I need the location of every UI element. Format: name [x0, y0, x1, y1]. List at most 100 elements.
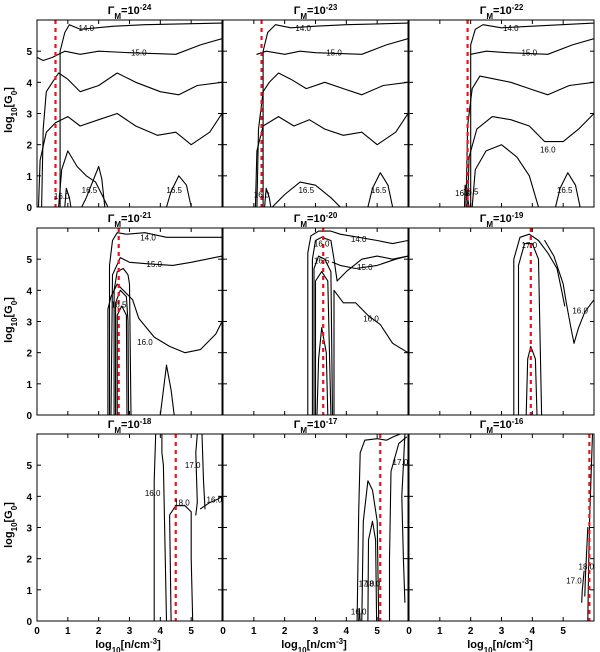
contour-line [201, 434, 206, 510]
x-tick-label: 5 [560, 626, 566, 637]
panel-title: ΓM=10-18 [108, 417, 152, 435]
contour-line [37, 38, 222, 62]
contour-line [401, 434, 406, 603]
contour-line [367, 172, 394, 207]
contour-line [195, 434, 198, 516]
y-tick-label: 3 [26, 110, 32, 121]
contour-line [356, 434, 401, 621]
contour-line [110, 255, 222, 415]
x-tick-label: 1 [437, 626, 443, 637]
contour-line [388, 436, 408, 621]
contour-level-label: 14.0 [140, 233, 156, 242]
contour-line [311, 236, 408, 415]
x-tick-label: 2 [282, 626, 288, 637]
panel-7: 16.0 17.0 18.0 16.0 0 1 2 3 4 5 0 1 2 3 4 5 ΓM=10-18 [26, 417, 223, 637]
x-tick-label: 1 [251, 626, 257, 637]
contour-line [465, 75, 594, 207]
x-tick-label: 2 [468, 626, 474, 637]
x-axis-label: log10[n/cm-3] [467, 637, 533, 652]
contour-level-label: 16.5 [314, 257, 330, 266]
contour-level-label: 16.0 [351, 608, 367, 617]
contour-level-label: 17.0 [393, 458, 409, 467]
contour-line [58, 150, 109, 207]
panel-title: ΓM=10-16 [480, 417, 524, 435]
panel-1: 14.0 15.0 16.5 16.5 16.0 0 1 2 3 4 5 ΓM=10-24 [26, 3, 223, 214]
panel-title: ΓM=10-19 [480, 211, 524, 229]
contour-line [153, 434, 157, 621]
contour-level-label: 17.0 [185, 461, 201, 470]
contour-line [264, 187, 272, 207]
contour-line [471, 144, 540, 207]
contour-level-label: 16.0 [540, 145, 556, 154]
contour-line [525, 345, 538, 415]
y-tick-label: 0 [26, 203, 32, 214]
contour-level-label: 16.5 [557, 186, 573, 195]
y-tick-label: 1 [26, 172, 32, 183]
y-tick-label: 2 [26, 349, 32, 360]
contour-line [116, 305, 128, 415]
panel-2: 14.0 15.0 16.0 16.5 16.5 ΓM=10-23 [222, 3, 409, 208]
contour-level-label: 16.0 [314, 240, 330, 249]
panel-title: ΓM=10-24 [108, 3, 152, 21]
contour-line [316, 327, 329, 415]
y-axis-label: log10[G0] [3, 502, 19, 548]
plot-frame [222, 19, 409, 208]
contour-level-label: 16.5 [298, 186, 314, 195]
contour-level-label: 15.0 [357, 263, 373, 272]
contour-line [544, 239, 594, 344]
y-tick-label: 5 [26, 461, 32, 472]
panel-4: 14.0 15.0 16.5 16.0 0 1 2 3 4 5 ΓM=10-21 [26, 211, 223, 422]
panel-title: ΓM=10-23 [294, 3, 338, 21]
x-tick-label: 4 [530, 626, 536, 637]
contour-line [115, 289, 130, 415]
y-tick-label: 1 [26, 586, 32, 597]
contour-level-label: 16.5 [463, 187, 479, 196]
y-tick-label: 0 [26, 411, 32, 422]
contour-level-label: 17.0 [521, 241, 537, 250]
contour-line [256, 72, 408, 207]
y-axis-label: log10[G0] [3, 297, 19, 343]
contour-level-label: 16.0 [572, 307, 588, 316]
x-tick-label: 3 [499, 626, 505, 637]
contour-level-label: 18.0 [174, 499, 190, 508]
contour-line [107, 283, 222, 415]
contour-line [517, 243, 543, 415]
contour-level-label: 16.0 [137, 338, 153, 347]
contour-line [314, 271, 332, 415]
contour-level-label: 16.0 [254, 191, 270, 200]
contour-line [59, 22, 222, 207]
contour-level-label: 16.5 [371, 186, 387, 195]
contour-line [307, 230, 408, 415]
contour-level-label: 18.0 [365, 580, 381, 589]
y-tick-label: 2 [26, 141, 32, 152]
contour-line [331, 255, 408, 270]
y-axis-label: log10[G0] [3, 87, 19, 133]
x-tick-label: 3 [127, 626, 133, 637]
contour-line [367, 520, 378, 621]
contour-line [41, 72, 222, 207]
contour-line [584, 526, 589, 597]
x-tick-label: 0 [34, 626, 40, 637]
contour-level-label: 16.0 [207, 495, 223, 504]
contour-line [358, 607, 361, 621]
contour-line [361, 480, 380, 621]
contour-line [467, 112, 594, 207]
contour-line [513, 233, 566, 415]
contour-line [313, 255, 334, 415]
contour-line [581, 570, 585, 603]
y-tick-label: 3 [26, 524, 32, 535]
contour-line [470, 38, 594, 55]
y-tick-label: 4 [26, 78, 32, 89]
x-tick-label: 2 [96, 626, 102, 637]
y-tick-label: 4 [26, 286, 32, 297]
panel-3: 14.015.016.016.5 16.516.0ΓM=10-22 [408, 3, 595, 208]
contour-line [333, 289, 408, 415]
panel-5: 14.0 16.0 15.0 16.5 16.0 ΓM=10-20 [222, 211, 409, 416]
panel-title: ΓM=10-21 [108, 211, 152, 229]
contour-line [108, 232, 222, 415]
x-axis-label: log10[n/cm-3] [95, 637, 161, 652]
contour-line [554, 172, 581, 207]
x-tick-label: 4 [344, 626, 350, 637]
x-tick-label: 3 [313, 626, 319, 637]
